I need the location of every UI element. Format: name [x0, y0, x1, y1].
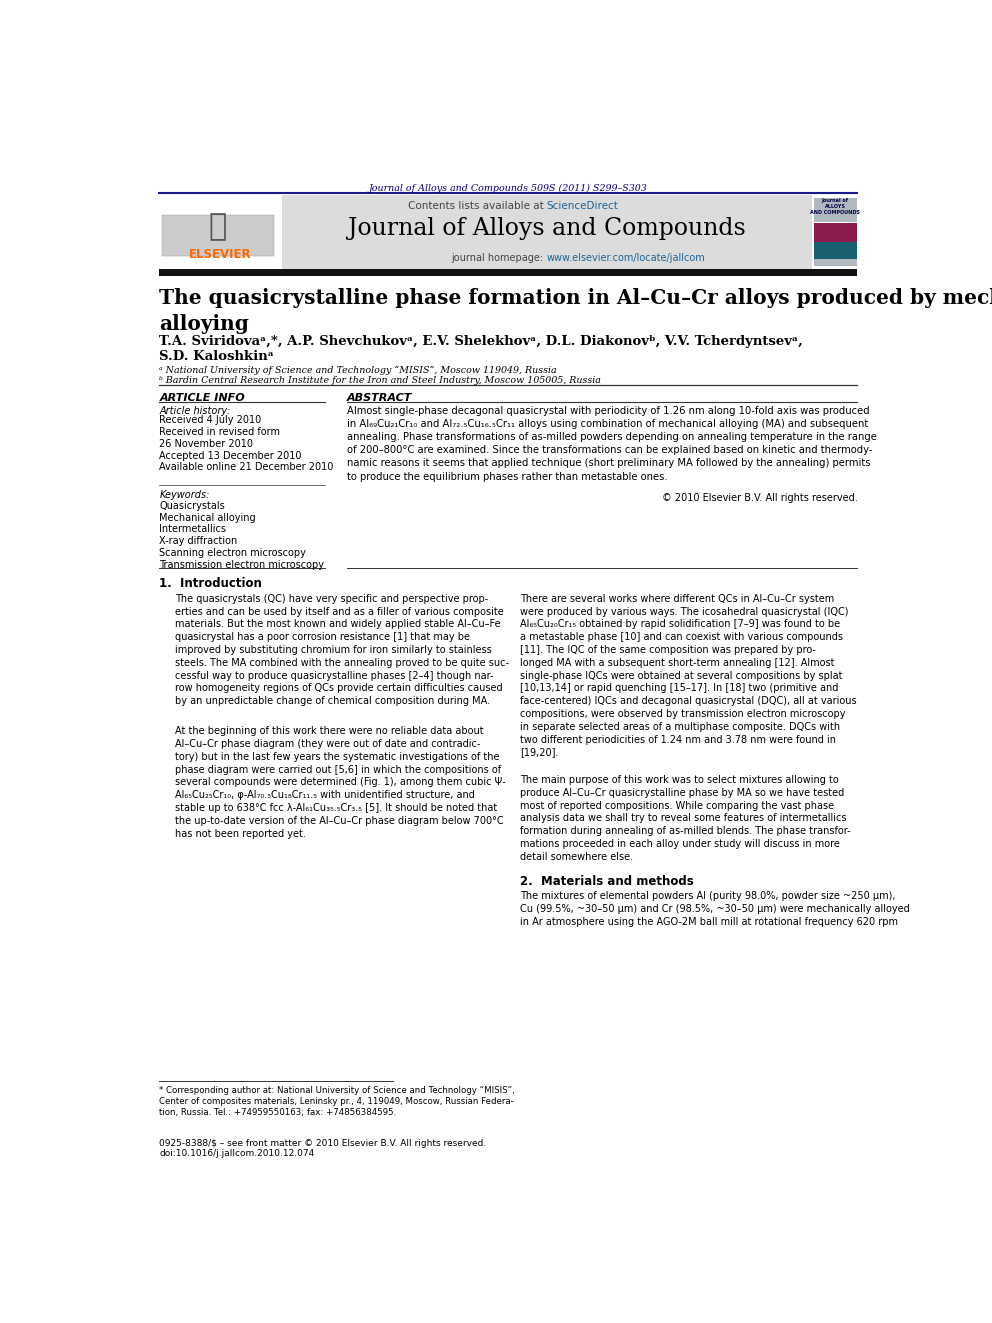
Text: ARTICLE INFO: ARTICLE INFO	[160, 393, 245, 404]
Text: The main purpose of this work was to select mixtures allowing to
produce Al–Cu–C: The main purpose of this work was to sel…	[520, 775, 850, 861]
Text: 2.  Materials and methods: 2. Materials and methods	[520, 875, 693, 888]
Text: ScienceDirect: ScienceDirect	[547, 201, 619, 210]
Text: Received in revised form: Received in revised form	[160, 427, 281, 437]
Text: 26 November 2010: 26 November 2010	[160, 439, 253, 448]
Text: 0925-8388/$ – see front matter © 2010 Elsevier B.V. All rights reserved.: 0925-8388/$ – see front matter © 2010 El…	[160, 1139, 487, 1148]
Text: S.D. Kaloshkinᵃ: S.D. Kaloshkinᵃ	[160, 351, 274, 364]
Text: The quasicrystalline phase formation in Al–Cu–Cr alloys produced by mechanical
a: The quasicrystalline phase formation in …	[160, 288, 992, 333]
Text: www.elsevier.com/locate/jallcom: www.elsevier.com/locate/jallcom	[547, 253, 705, 263]
Bar	[282, 196, 812, 269]
Text: * Corresponding author at: National University of Science and Technology “MISIS”: * Corresponding author at: National Univ…	[160, 1086, 515, 1117]
Text: Accepted 13 December 2010: Accepted 13 December 2010	[160, 451, 302, 460]
Bar	[812, 196, 857, 269]
Text: ᵇ Bardin Central Research Institute for the Iron and Steel Industry, Moscow 1050: ᵇ Bardin Central Research Institute for …	[160, 376, 601, 385]
Text: T.A. Sviridovaᵃ,*, A.P. Shevchukovᵃ, E.V. Shelekhovᵃ, D.L. Diakonovᵇ, V.V. Tcher: T.A. Sviridovaᵃ,*, A.P. Shevchukovᵃ, E.V…	[160, 335, 804, 348]
Text: Available online 21 December 2010: Available online 21 December 2010	[160, 462, 333, 472]
Bar	[813, 259, 857, 266]
Text: The quasicrystals (QC) have very specific and perspective prop-
erties and can b: The quasicrystals (QC) have very specifi…	[175, 594, 509, 706]
Bar	[813, 198, 857, 222]
Bar	[813, 242, 857, 259]
Text: 1.  Introduction: 1. Introduction	[160, 577, 262, 590]
Text: doi:10.1016/j.jallcom.2010.12.074: doi:10.1016/j.jallcom.2010.12.074	[160, 1148, 314, 1158]
Text: ABSTRACT: ABSTRACT	[347, 393, 413, 404]
Text: Intermetallics: Intermetallics	[160, 524, 226, 534]
Text: 🌳: 🌳	[208, 213, 227, 242]
Text: ᵃ National University of Science and Technology “MISIS”, Moscow 119049, Russia: ᵃ National University of Science and Tec…	[160, 365, 557, 374]
Text: X-ray diffraction: X-ray diffraction	[160, 536, 238, 546]
Text: journal homepage:: journal homepage:	[451, 253, 547, 263]
Text: At the beginning of this work there were no reliable data about
Al–Cu–Cr phase d: At the beginning of this work there were…	[175, 726, 506, 839]
Text: © 2010 Elsevier B.V. All rights reserved.: © 2010 Elsevier B.V. All rights reserved…	[662, 493, 857, 503]
Text: Received 4 July 2010: Received 4 July 2010	[160, 415, 262, 426]
Text: Quasicrystals: Quasicrystals	[160, 501, 225, 511]
Text: ELSEVIER: ELSEVIER	[189, 247, 252, 261]
Bar	[813, 224, 857, 242]
Text: Keywords:: Keywords:	[160, 490, 209, 500]
Text: Almost single-phase decagonal quasicrystal with periodicity of 1.26 nm along 10-: Almost single-phase decagonal quasicryst…	[347, 406, 877, 482]
Text: Journal of Alloys and Compounds 509S (2011) S299–S303: Journal of Alloys and Compounds 509S (20…	[369, 184, 648, 193]
Text: Article history:: Article history:	[160, 406, 231, 417]
Text: Scanning electron microscopy: Scanning electron microscopy	[160, 548, 307, 558]
Bar	[162, 214, 274, 255]
Bar	[160, 269, 857, 277]
Text: There are several works where different QCs in Al–Cu–Cr system
were produced by : There are several works where different …	[520, 594, 856, 757]
Text: Contents lists available at: Contents lists available at	[408, 201, 547, 210]
Text: Mechanical alloying: Mechanical alloying	[160, 513, 256, 523]
Text: Transmission electron microscopy: Transmission electron microscopy	[160, 560, 324, 570]
Text: Journal of
ALLOYS
AND COMPOUNDS: Journal of ALLOYS AND COMPOUNDS	[810, 198, 860, 214]
Text: The mixtures of elemental powders Al (purity 98.0%, powder size ~250 μm),
Cu (99: The mixtures of elemental powders Al (pu…	[520, 892, 910, 927]
Bar	[160, 196, 282, 269]
Text: Journal of Alloys and Compounds: Journal of Alloys and Compounds	[348, 217, 746, 239]
